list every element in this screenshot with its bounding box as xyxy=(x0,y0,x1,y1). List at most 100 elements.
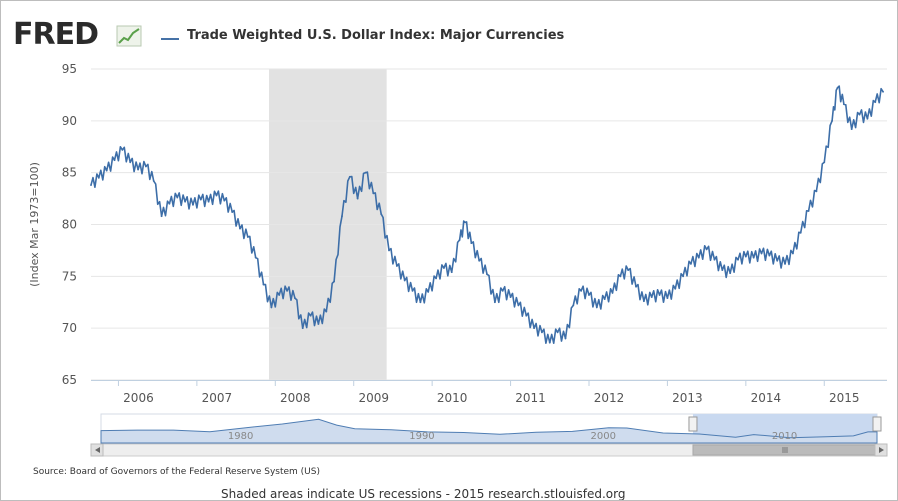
data-point xyxy=(403,279,406,282)
data-point xyxy=(776,259,779,262)
data-point xyxy=(207,200,210,203)
data-point xyxy=(658,294,661,296)
data-point xyxy=(682,275,684,278)
data-point xyxy=(184,200,187,203)
data-point xyxy=(199,198,202,201)
data-point xyxy=(254,256,257,259)
data-point xyxy=(842,103,845,106)
navigator-label: 2010 xyxy=(772,431,797,442)
data-point xyxy=(262,283,265,286)
data-point xyxy=(129,161,132,164)
data-point xyxy=(325,310,328,313)
x-tick-label: 2008 xyxy=(280,391,311,405)
data-point xyxy=(364,171,367,174)
data-point xyxy=(215,194,218,197)
data-point xyxy=(836,86,839,89)
navigator-handle[interactable] xyxy=(872,416,882,432)
data-point xyxy=(642,300,645,303)
data-point xyxy=(525,314,528,317)
y-tick-label: 80 xyxy=(62,218,77,232)
y-tick-label: 75 xyxy=(62,269,77,283)
data-point xyxy=(729,272,732,275)
data-point xyxy=(443,267,445,269)
navigator-handle[interactable] xyxy=(688,416,698,432)
data-point xyxy=(572,304,575,307)
data-point xyxy=(286,289,288,292)
arrow-right-icon xyxy=(879,447,884,453)
data-point xyxy=(533,327,535,330)
x-tick-label: 2012 xyxy=(594,391,625,405)
data-point xyxy=(737,258,739,261)
data-point xyxy=(246,236,249,238)
y-tick-label: 70 xyxy=(62,321,77,335)
data-point xyxy=(595,306,598,309)
y-axis-label: (Index Mar 1973=100) xyxy=(28,162,41,287)
data-point xyxy=(791,252,794,255)
data-point xyxy=(690,262,692,265)
y-tick-label: 90 xyxy=(62,114,77,128)
data-point xyxy=(113,159,116,162)
x-tick-label: 2010 xyxy=(437,391,468,405)
data-point xyxy=(588,294,590,296)
data-point xyxy=(874,101,877,104)
data-point xyxy=(223,199,226,202)
data-point xyxy=(458,239,461,241)
recession-note: Shaded areas indicate US recessions - 20… xyxy=(221,487,626,501)
data-point xyxy=(395,265,398,267)
x-tick-label: 2011 xyxy=(515,391,546,405)
data-point xyxy=(501,289,504,292)
chart-area: 65 70 75 80 85 90 95 2006 2007 2008 2009 2010 2011 20… xyxy=(28,62,888,457)
data-point xyxy=(866,117,869,120)
data-point xyxy=(309,314,312,317)
data-point xyxy=(160,215,163,218)
data-point xyxy=(799,231,802,234)
data-point xyxy=(823,161,826,164)
navigator-series xyxy=(100,418,878,444)
arrow-left-icon xyxy=(95,447,100,453)
data-point xyxy=(176,196,179,199)
data-point xyxy=(372,192,375,195)
x-tick-label: 2015 xyxy=(829,391,860,405)
data-point xyxy=(348,175,351,178)
data-point xyxy=(333,280,336,283)
x-tick-label: 2009 xyxy=(358,391,389,405)
data-point xyxy=(564,337,567,340)
data-point xyxy=(548,341,551,344)
data-point xyxy=(619,275,622,278)
legend-label: Trade Weighted U.S. Dollar Index: Major … xyxy=(187,28,565,43)
data-point xyxy=(815,190,818,193)
data-point xyxy=(697,256,700,259)
data-point xyxy=(556,331,559,334)
x-tick-label: 2013 xyxy=(672,391,703,405)
data-point xyxy=(97,176,100,179)
y-tick-label: 95 xyxy=(62,62,77,76)
x-tick-label: 2014 xyxy=(751,391,782,405)
data-point xyxy=(301,327,304,330)
data-point xyxy=(341,215,343,218)
data-point xyxy=(768,254,771,257)
legend-swatch xyxy=(161,38,179,40)
data-point xyxy=(152,180,155,182)
x-tick-label: 2006 xyxy=(123,391,154,405)
data-point xyxy=(760,252,763,255)
series-line xyxy=(90,85,884,344)
data-point xyxy=(705,248,708,251)
data-point xyxy=(137,168,139,171)
data-point xyxy=(470,242,473,245)
data-point xyxy=(239,227,241,230)
data-point xyxy=(105,169,108,172)
data-point xyxy=(603,298,606,301)
data-point xyxy=(435,277,437,280)
data-point xyxy=(419,301,422,304)
data-point xyxy=(388,249,390,252)
data-point xyxy=(744,255,747,258)
data-point xyxy=(121,148,124,151)
data-point xyxy=(752,256,755,259)
data-point xyxy=(831,119,834,122)
data-point xyxy=(478,259,481,262)
y-tick-label: 65 xyxy=(62,373,77,387)
data-point xyxy=(784,262,786,265)
data-point xyxy=(713,258,716,261)
data-point xyxy=(858,113,861,116)
